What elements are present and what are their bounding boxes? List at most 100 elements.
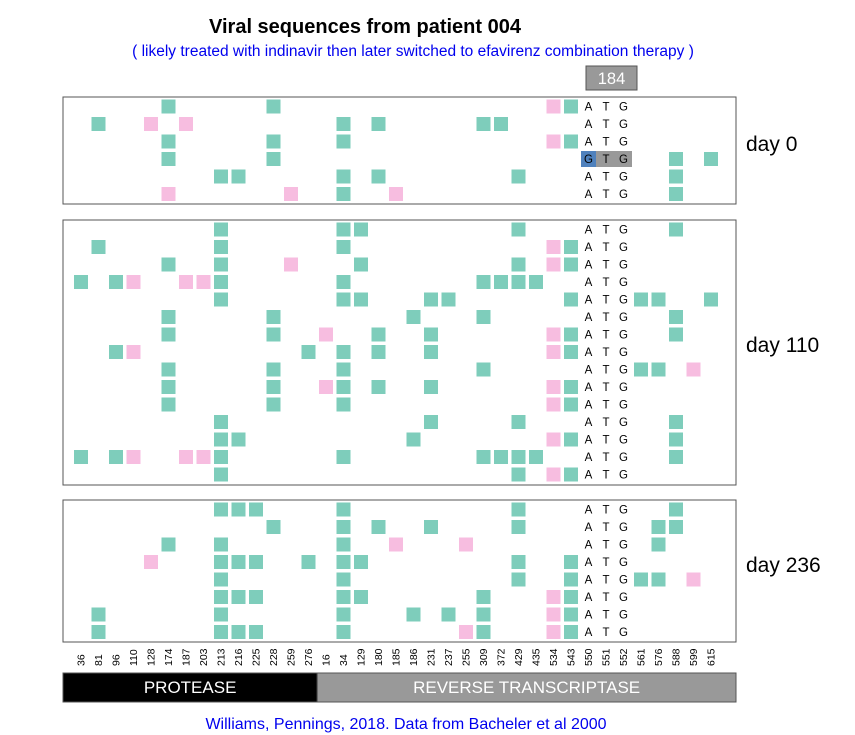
codon-base: A xyxy=(585,522,593,534)
codon-base: T xyxy=(602,417,609,429)
codon-base: A xyxy=(585,365,593,377)
chart-subtitle: ( likely treated with indinavir then lat… xyxy=(132,43,694,60)
position-tick-label: 180 xyxy=(373,648,385,666)
codon-base: T xyxy=(602,189,609,201)
mutation-cell xyxy=(424,345,438,359)
position-tick-label: 372 xyxy=(496,648,508,666)
mutation-cell xyxy=(406,432,421,447)
mutation-cell xyxy=(74,450,88,464)
codon-base: G xyxy=(619,505,628,517)
synonymous-cell xyxy=(161,187,176,201)
mutation-cell xyxy=(564,572,578,587)
position-tick-label: 576 xyxy=(653,648,665,666)
mutation-cell xyxy=(266,397,281,412)
mutation-cell xyxy=(669,520,683,534)
mutation-cell xyxy=(564,607,578,622)
mutation-cell xyxy=(161,537,176,552)
mutation-cell xyxy=(266,99,281,114)
codon-base: G xyxy=(619,277,628,289)
mutation-cell xyxy=(214,625,228,639)
mutation-cell xyxy=(669,310,683,324)
mutation-cell xyxy=(91,240,106,254)
codon-base: T xyxy=(602,470,609,482)
codon-base: A xyxy=(585,242,593,254)
synonymous-cell xyxy=(459,625,473,639)
codon-base: A xyxy=(585,557,593,569)
mutation-cell xyxy=(266,152,281,166)
mutation-cell xyxy=(669,327,683,342)
synonymous-cell xyxy=(179,275,193,289)
mutation-cell xyxy=(336,590,351,604)
codon-base: A xyxy=(585,119,593,131)
mutation-cell xyxy=(511,450,526,464)
mutation-cell xyxy=(231,502,246,517)
codon-base: G xyxy=(619,347,628,359)
codon-base: G xyxy=(619,365,628,377)
mutation-cell xyxy=(564,555,578,569)
mutation-cell xyxy=(161,380,176,394)
mutation-cell xyxy=(214,555,228,569)
mutation-cell xyxy=(354,257,368,272)
mutation-cell xyxy=(669,169,683,184)
mutation-cell xyxy=(354,292,368,307)
mutation-cell xyxy=(161,99,176,114)
mutation-cell xyxy=(651,362,666,377)
mutation-cell xyxy=(109,345,123,359)
mutation-cell xyxy=(441,292,456,307)
codon-base: G xyxy=(619,295,628,307)
mutation-cell xyxy=(424,292,438,307)
mutation-cell xyxy=(494,117,508,131)
codon-base: T xyxy=(602,225,609,237)
highlight-position-label: 184 xyxy=(598,70,626,88)
codon-highlight-cell xyxy=(581,151,596,167)
chart-title: Viral sequences from patient 004 xyxy=(209,16,522,38)
position-ticks: 36 81 96 110 128 174 187 203 213 216 225 228 259 276 1… xyxy=(76,648,718,666)
codon-base: A xyxy=(585,452,593,464)
position-tick-label: 237 xyxy=(443,648,455,666)
mutation-cell xyxy=(336,345,351,359)
mutation-cell xyxy=(109,450,123,464)
codon-base: T xyxy=(602,557,609,569)
codon-base: G xyxy=(619,382,628,394)
codon-base: A xyxy=(585,540,593,552)
mutation-cell xyxy=(441,607,456,622)
mutation-cell xyxy=(91,607,106,622)
mutation-cell xyxy=(214,292,228,307)
mutation-cell xyxy=(371,169,386,184)
synonymous-cell xyxy=(546,380,561,394)
mutation-cell xyxy=(161,362,176,377)
mutation-cell xyxy=(266,362,281,377)
mutation-cell xyxy=(669,450,683,464)
position-tick-label: 225 xyxy=(251,648,263,666)
codon-base: A xyxy=(585,627,593,639)
mutation-cell xyxy=(564,467,578,482)
codon-base: A xyxy=(585,610,593,622)
mutation-cell xyxy=(511,257,526,272)
mutation-cell xyxy=(336,169,351,184)
mutation-cell xyxy=(669,415,683,429)
mutation-cell xyxy=(669,187,683,201)
mutation-cell xyxy=(564,432,578,447)
mutation-cell xyxy=(494,275,508,289)
position-tick-label: 561 xyxy=(636,648,648,666)
codon-base: G xyxy=(619,154,628,166)
mutation-cell xyxy=(301,555,316,569)
mutation-cell xyxy=(564,327,578,342)
mutation-cell xyxy=(511,520,526,534)
codon-base: T xyxy=(602,610,609,622)
mutation-cell xyxy=(476,310,491,324)
day-label: day 236 xyxy=(746,554,821,577)
position-tick-label: 213 xyxy=(216,648,228,666)
synonymous-cell xyxy=(144,117,158,131)
codon-base: T xyxy=(602,505,609,517)
codon-base: T xyxy=(602,452,609,464)
mutation-cell xyxy=(511,502,526,517)
